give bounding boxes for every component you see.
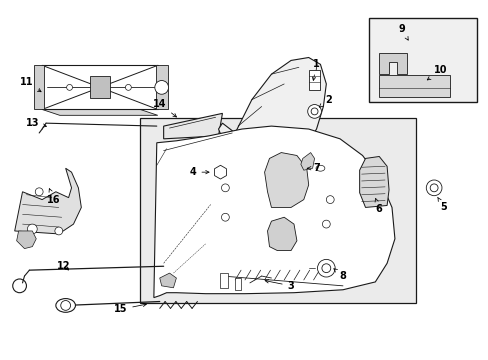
Text: 1: 1 [312,59,319,80]
Bar [156,66,167,109]
Bar [220,273,228,288]
Polygon shape [300,153,314,170]
Circle shape [221,213,229,221]
Circle shape [429,184,437,192]
Text: 8: 8 [333,269,346,281]
Text: 4: 4 [189,167,208,177]
Text: 3: 3 [264,280,294,291]
Circle shape [155,81,168,94]
Circle shape [426,180,441,196]
Bar [235,278,241,290]
Text: 9: 9 [398,24,407,40]
Circle shape [322,220,329,228]
Circle shape [307,104,321,118]
Polygon shape [264,153,308,207]
Circle shape [66,85,72,90]
Polygon shape [154,126,394,298]
Circle shape [310,108,317,115]
Ellipse shape [315,165,324,171]
Bar [369,18,476,102]
Text: 7: 7 [307,163,319,173]
Polygon shape [379,53,406,74]
Text: 16: 16 [47,189,61,204]
Text: 10: 10 [427,65,447,80]
Polygon shape [163,113,222,139]
Circle shape [325,196,333,203]
Ellipse shape [56,298,75,312]
Circle shape [125,85,131,90]
Polygon shape [218,58,325,161]
Polygon shape [42,109,158,115]
Circle shape [321,264,330,273]
Polygon shape [17,231,36,249]
Polygon shape [160,273,176,288]
Polygon shape [214,165,226,179]
Text: 13: 13 [25,118,46,128]
Text: 15: 15 [114,303,146,314]
Circle shape [55,227,62,235]
Polygon shape [15,168,81,234]
Circle shape [35,188,43,196]
Polygon shape [359,157,388,207]
Text: 2: 2 [319,95,331,107]
Polygon shape [267,217,296,251]
Bar [140,118,416,302]
Bar [90,76,109,98]
Circle shape [317,259,334,277]
Text: 14: 14 [153,99,176,117]
Circle shape [27,224,37,234]
Text: 6: 6 [374,198,382,215]
Text: 11: 11 [20,77,41,92]
Text: 12: 12 [57,261,70,271]
Text: 5: 5 [437,197,447,212]
Bar [308,70,320,90]
Bar [34,66,44,109]
Circle shape [221,184,229,192]
Bar [379,75,449,97]
